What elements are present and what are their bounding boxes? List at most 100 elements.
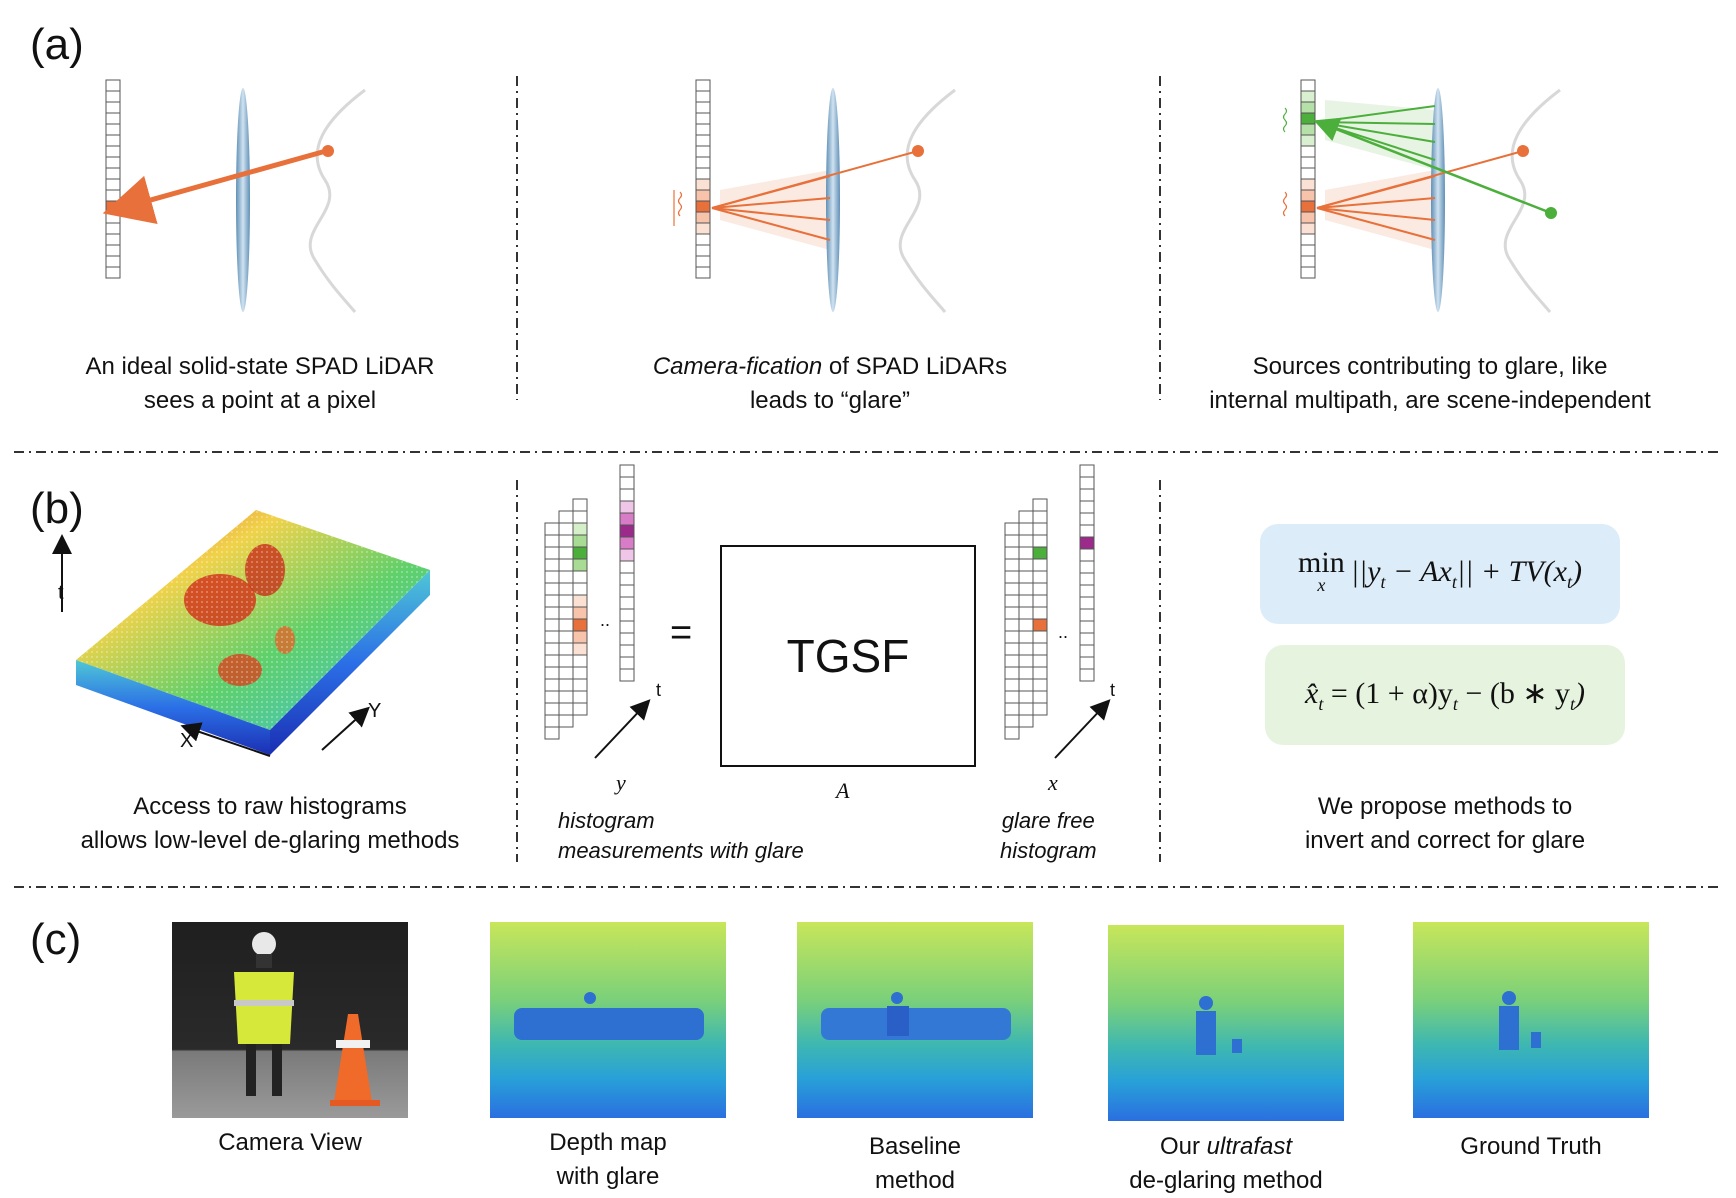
glare-spread-icon — [1282, 191, 1288, 217]
histogram-bin — [572, 642, 588, 656]
histogram-bin — [544, 546, 560, 560]
histogram-front-face — [76, 660, 270, 755]
x-axis-arrow — [180, 722, 271, 757]
sensor-pixel — [105, 112, 121, 125]
histogram-bin — [1032, 642, 1048, 656]
measurement-stack — [544, 464, 651, 759]
histogram-bin — [619, 560, 635, 574]
histogram-bin — [619, 512, 635, 526]
sensor-pixel — [105, 233, 121, 246]
caption-measurements: histogram measurements with glare — [558, 808, 804, 863]
histogram-bin — [1018, 522, 1034, 536]
sensor-pixel — [695, 244, 711, 257]
histogram-bin — [572, 546, 588, 560]
histogram-bin — [544, 642, 560, 656]
divider-lines — [14, 76, 1722, 888]
histogram-bin — [619, 572, 635, 586]
equals-sign: = — [670, 612, 693, 654]
sensor-pixel — [1300, 167, 1316, 180]
histogram-bin — [619, 524, 635, 538]
sensor-pixel — [1300, 211, 1316, 224]
histogram-bin — [572, 654, 588, 668]
histogram-bin — [1018, 666, 1034, 680]
histogram-bin — [558, 678, 574, 692]
histogram-bin — [1018, 582, 1034, 596]
histogram-bin — [544, 618, 560, 632]
histogram-bin — [1032, 510, 1048, 524]
histogram-bin — [1079, 656, 1095, 670]
sensor-pixel — [695, 222, 711, 235]
caption-glare-free: glare free histogram — [1000, 808, 1097, 863]
histogram-bin — [544, 666, 560, 680]
ideal-lidar-diagram — [102, 79, 366, 313]
sensor-pixel — [1300, 156, 1316, 169]
sensor-pixel — [695, 255, 711, 268]
histogram-bin — [619, 668, 635, 682]
histogram-bin — [1018, 654, 1034, 668]
histogram-bin — [1004, 714, 1020, 728]
panel-label-b: (b) — [30, 484, 84, 533]
sensor-pixel — [1300, 222, 1316, 235]
histogram-bin — [544, 690, 560, 704]
histogram-bin — [572, 666, 588, 680]
glare-spread-icon — [673, 190, 683, 226]
sensor-pixel — [105, 134, 121, 147]
sensor-array — [105, 79, 121, 279]
histogram-bin — [558, 570, 574, 584]
caption-camerafication: Camera-fication of SPAD LiDARs leads to … — [652, 353, 1008, 414]
scene-point-green — [1545, 207, 1557, 219]
histogram-bin — [1018, 570, 1034, 584]
histogram-bin — [572, 606, 588, 620]
histogram-bin — [1004, 582, 1020, 596]
histogram-bin — [1079, 524, 1095, 538]
sensor-pixel — [695, 79, 711, 92]
sensor-pixel — [105, 101, 121, 114]
sensor-pixel — [1300, 123, 1316, 136]
histogram-bin — [619, 584, 635, 598]
histogram-bin — [1079, 572, 1095, 586]
histogram-bin — [1018, 534, 1034, 548]
histogram-bin — [572, 630, 588, 644]
histogram-bin — [544, 654, 560, 668]
histogram-bin — [572, 690, 588, 704]
histogram-bin — [572, 582, 588, 596]
equation-correction: x̂t = (1 + α)yt − (b ∗ yt) — [1265, 645, 1625, 745]
sensor-pixel — [105, 189, 121, 202]
caption-raw-histograms: Access to raw histograms allows low-leve… — [80, 793, 460, 854]
histogram-bin — [558, 606, 574, 620]
histogram-bin — [1004, 558, 1020, 572]
histogram-bin — [1032, 678, 1048, 692]
histogram-bin — [1018, 594, 1034, 608]
glare-free-stack — [1004, 464, 1111, 759]
sensor-pixel — [1300, 90, 1316, 103]
sensor-pixel — [105, 222, 121, 235]
histogram-bin — [572, 702, 588, 716]
sensor-pixel — [1300, 255, 1316, 268]
sensor-pixel — [1300, 189, 1316, 202]
histogram-bin — [1004, 690, 1020, 704]
histogram-volume — [52, 510, 430, 757]
histogram-bin — [558, 534, 574, 548]
sensor-pixel — [1300, 200, 1316, 213]
scene-surface — [898, 88, 956, 313]
sensor-pixel — [105, 266, 121, 279]
lens-icon — [236, 88, 250, 312]
histogram-bin — [1004, 630, 1020, 644]
sensor-pixel — [105, 145, 121, 158]
histogram-side-face — [270, 570, 430, 755]
histogram-bin — [619, 548, 635, 562]
histogram-bin — [544, 558, 560, 572]
y-axis-arrow — [321, 706, 370, 751]
sensor-pixel — [105, 178, 121, 191]
sensor-pixel — [695, 134, 711, 147]
sensor-pixel — [695, 167, 711, 180]
histogram-bin — [1018, 690, 1034, 704]
sensor-pixel — [695, 112, 711, 125]
histogram-bin — [558, 546, 574, 560]
sensor-pixel — [1300, 145, 1316, 158]
histogram-bin — [572, 618, 588, 632]
histogram-bin — [619, 632, 635, 646]
sensor-pixel — [695, 101, 711, 114]
histogram-bin — [1032, 666, 1048, 680]
histogram-bin — [1004, 594, 1020, 608]
